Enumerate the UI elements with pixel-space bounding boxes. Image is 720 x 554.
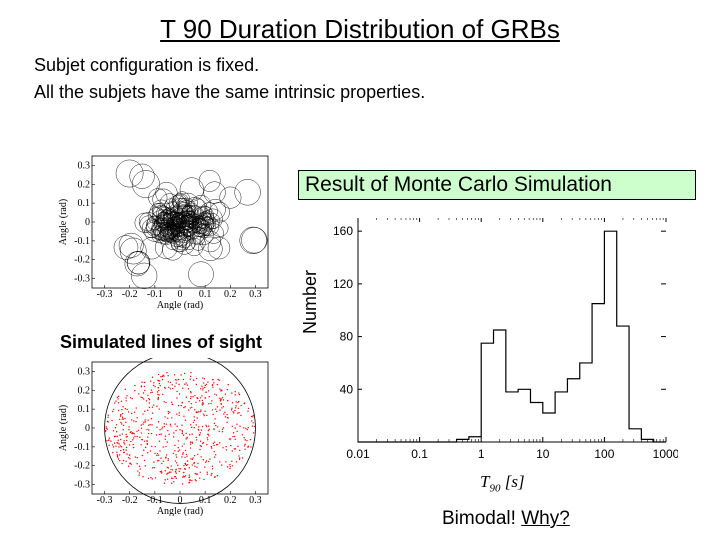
svg-text:Angle (rad): Angle (rad) — [157, 506, 203, 516]
bimodal-text: Bimodal! Why? — [442, 508, 570, 530]
svg-text:10: 10 — [536, 447, 550, 461]
svg-text:0: 0 — [178, 495, 183, 506]
svg-text:-0.2: -0.2 — [74, 461, 90, 472]
svg-text:0.1: 0.1 — [199, 289, 212, 300]
svg-text:0.2: 0.2 — [224, 495, 237, 506]
svg-text:100: 100 — [594, 447, 614, 461]
svg-text:0.1: 0.1 — [78, 404, 91, 415]
svg-text:-0.3: -0.3 — [74, 274, 90, 285]
svg-text:0.01: 0.01 — [346, 447, 370, 461]
svg-text:-0.3: -0.3 — [74, 480, 90, 491]
svg-text:-0.1: -0.1 — [74, 236, 90, 247]
svg-text:0.3: 0.3 — [249, 289, 262, 300]
left-caption: Simulated lines of sight — [60, 332, 262, 353]
scatter-top-chart: -0.3 -0.2 -0.1 0 0.1 0.2 0.3 -0.3 -0.2 -0.1 0 0.1 0.… — [56, 152, 274, 310]
result-banner: Result of Monte Carlo Simulation — [298, 170, 696, 200]
svg-text:-0.2: -0.2 — [122, 495, 138, 506]
svg-text:-0.3: -0.3 — [97, 289, 113, 300]
svg-text:1000: 1000 — [653, 447, 678, 461]
svg-text:0.1: 0.1 — [78, 198, 91, 209]
hist-xlabel: T90 [s] — [480, 472, 525, 494]
svg-text:0: 0 — [85, 217, 90, 228]
page-title: T 90 Duration Distribution of GRBs — [0, 14, 720, 45]
svg-text:0.3: 0.3 — [78, 366, 91, 377]
scatter-bottom-chart: -0.3-0.2-0.100.10.20.3-0.3-0.2-0.100.10.… — [56, 358, 274, 516]
svg-text:-0.2: -0.2 — [74, 255, 90, 266]
svg-text:160: 160 — [333, 224, 353, 238]
svg-text:0.2: 0.2 — [78, 385, 91, 396]
svg-text:Angle (rad): Angle (rad) — [157, 300, 203, 310]
svg-text:Angle (rad): Angle (rad) — [58, 405, 69, 451]
svg-text:1: 1 — [478, 447, 485, 461]
histogram-chart: 40 80 120 160 0.01 0.1 1 10 100 1000 — [310, 210, 678, 470]
svg-text:80: 80 — [340, 330, 354, 344]
svg-text:0: 0 — [178, 289, 183, 300]
svg-text:0: 0 — [85, 423, 90, 434]
svg-text:0.3: 0.3 — [249, 495, 262, 506]
svg-text:40: 40 — [340, 382, 354, 396]
svg-text:-0.2: -0.2 — [122, 289, 138, 300]
svg-text:120: 120 — [333, 277, 353, 291]
subtitle-1: Subjet configuration is fixed. — [34, 55, 720, 76]
svg-text:0.3: 0.3 — [78, 160, 91, 171]
svg-text:0.2: 0.2 — [224, 289, 237, 300]
svg-text:-0.1: -0.1 — [74, 442, 90, 453]
svg-text:-0.1: -0.1 — [147, 289, 163, 300]
svg-text:Angle (rad): Angle (rad) — [58, 199, 69, 245]
svg-text:0.1: 0.1 — [411, 447, 428, 461]
subtitle-2: All the subjets have the same intrinsic … — [34, 82, 720, 103]
svg-text:-0.3: -0.3 — [97, 495, 113, 506]
svg-text:0.2: 0.2 — [78, 179, 91, 190]
